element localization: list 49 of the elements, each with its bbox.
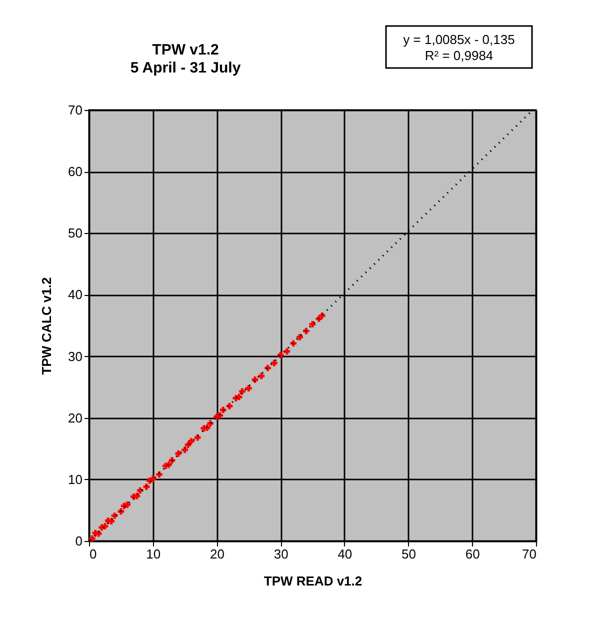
x-tick-label: 70: [522, 546, 536, 562]
point: [290, 340, 297, 347]
x-tick-label: 20: [210, 546, 224, 562]
point: [182, 446, 188, 454]
point: [216, 412, 224, 419]
point: [111, 512, 118, 519]
y-tick-label: 0: [75, 534, 82, 548]
point: [296, 334, 303, 340]
point: [89, 535, 96, 542]
point: [175, 450, 182, 457]
point: [284, 348, 290, 355]
point: [134, 492, 140, 500]
x-tick-label: 0: [90, 546, 97, 562]
point: [226, 402, 233, 410]
chart-subtitle: 5 April - 31 July: [130, 59, 242, 76]
x-tick-label: 30: [274, 546, 288, 562]
point: [150, 476, 156, 482]
point: [108, 518, 115, 524]
point: [166, 461, 172, 468]
point: [245, 385, 252, 392]
y-tick-label: 40: [68, 287, 82, 302]
x-tick-label: 60: [465, 546, 480, 562]
point: [309, 321, 316, 328]
text: y = 1,0085x - 0,135: [403, 32, 515, 47]
point: [252, 376, 258, 383]
point: [220, 406, 226, 414]
point: [264, 364, 271, 372]
x-tick-label: 50: [402, 546, 416, 562]
point: [188, 438, 194, 444]
chart-title: TPW v1.2: [152, 41, 219, 58]
x-tick-label: 40: [338, 546, 352, 562]
point: [136, 487, 144, 494]
point: [271, 360, 278, 366]
y-tick-label: 10: [68, 472, 82, 487]
point: [239, 388, 246, 395]
text: R² = 0,9984: [424, 48, 494, 63]
point: [156, 471, 162, 478]
point: [258, 372, 265, 380]
y-tick-label: 70: [68, 102, 82, 118]
point: [318, 312, 326, 319]
y-tick-label: 30: [68, 348, 82, 364]
y-tick-label: 60: [68, 164, 82, 180]
x-tick-label: 10: [146, 546, 161, 562]
point: [302, 328, 310, 334]
x-axis-title: TPW READ v1.2: [264, 574, 362, 588]
y-tick-label: 50: [68, 226, 82, 241]
point: [207, 420, 214, 427]
y-tick-label: 20: [68, 410, 82, 426]
y-axis-title: TPW CALC v1.2: [39, 277, 54, 375]
